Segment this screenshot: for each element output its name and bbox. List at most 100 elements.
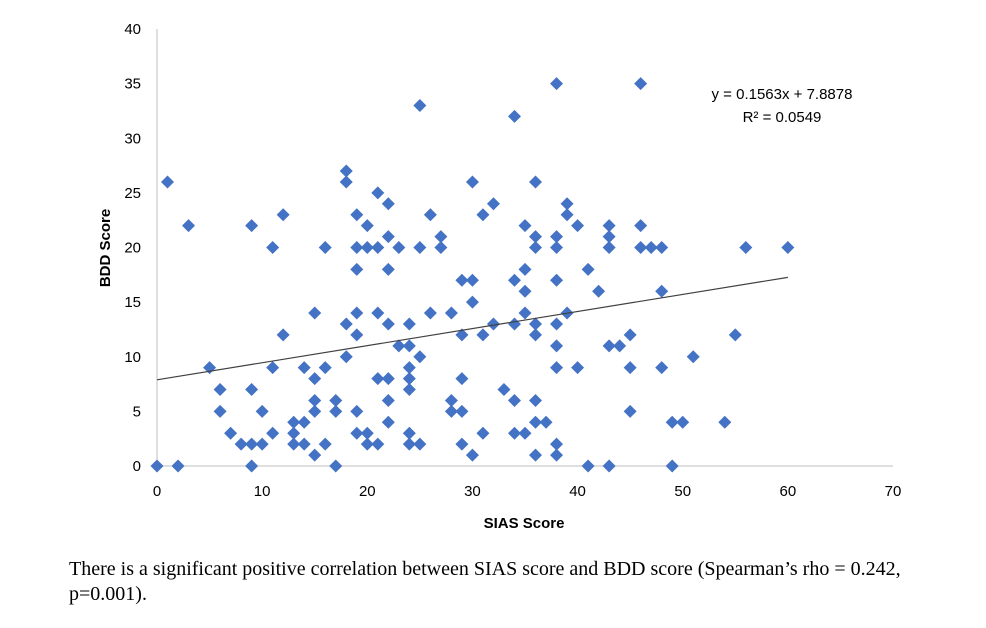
data-point [213,383,227,397]
data-point [402,383,416,397]
x-tick-label: 30 [464,483,481,500]
data-point [392,241,406,254]
scatter-chart: 0 10 20 30 40 50 60 70 0 5 10 15 20 25 30 35 40 SIAS Sco… [97,21,902,532]
data-point [665,415,679,429]
data-point [360,241,374,254]
data-point [507,109,521,123]
data-point [465,295,479,309]
data-point [602,219,616,233]
data-point [634,77,648,91]
x-axis-title: SIAS Score [484,515,565,532]
data-point [308,393,322,407]
data-point [392,339,406,353]
data-point [571,219,585,233]
data-point [444,393,458,407]
data-point [444,306,458,320]
chart-caption: There is a significant positive correlat… [69,558,901,605]
data-point [455,437,469,451]
data-point [550,437,564,451]
data-point [634,219,648,233]
data-point [318,241,332,254]
trendline-r2: R² = 0.0549 [743,109,822,126]
data-point [550,241,564,254]
data-point [676,415,690,429]
data-point [634,241,648,254]
data-point [350,241,364,254]
data-point [213,404,227,418]
data-point [308,306,322,320]
data-point [266,361,280,375]
data-point [413,241,427,254]
data-point [455,404,469,418]
data-point [381,262,395,276]
data-point [297,415,311,429]
data-point [381,415,395,429]
data-point [623,404,637,418]
data-point [444,404,458,418]
data-point [423,208,437,222]
data-point [287,415,301,429]
data-point [739,241,753,254]
data-point [486,317,500,331]
data-point [287,426,301,440]
y-tick-label: 10 [124,349,141,366]
data-point [350,208,364,222]
data-point [287,437,301,451]
data-point [371,372,385,386]
data-point [255,404,269,418]
data-point [329,459,343,473]
data-point [350,306,364,320]
data-point [529,175,543,189]
data-point [318,437,332,451]
data-point [182,219,196,233]
data-point [255,437,269,451]
data-point [434,230,448,244]
y-tick-label: 25 [124,185,141,202]
data-point [507,273,521,287]
x-tick-label: 70 [885,483,902,500]
data-point [318,361,332,375]
y-tick-label: 30 [124,130,141,147]
data-point [476,328,490,342]
data-point [465,448,479,462]
data-point [581,262,595,276]
data-point [350,426,364,440]
data-point [550,230,564,244]
x-tick-label: 40 [569,483,586,500]
data-point [560,208,574,222]
data-point [350,262,364,276]
data-point [413,98,427,112]
data-point [402,361,416,375]
data-point [655,361,669,375]
data-point [381,197,395,211]
data-point [465,273,479,287]
x-tick-label: 10 [254,483,271,500]
data-point [434,241,448,254]
data-point [644,241,658,254]
data-point [529,328,543,342]
data-point [476,426,490,440]
data-point [623,328,637,342]
data-point [718,415,732,429]
data-point [297,361,311,375]
data-point [350,328,364,342]
data-points [150,77,795,473]
data-point [529,393,543,407]
data-point [465,175,479,189]
data-point [455,372,469,386]
data-point [507,317,521,331]
x-tick-label: 20 [359,483,376,500]
data-point [602,230,616,244]
data-point [161,175,175,189]
axes [156,29,893,467]
data-point [381,230,395,244]
x-tick-label: 60 [780,483,797,500]
data-point [655,241,669,254]
data-point [507,426,521,440]
data-point [339,175,353,189]
data-point [234,437,248,451]
data-point [728,328,742,342]
data-point [266,426,280,440]
data-point [539,415,553,429]
data-point [402,426,416,440]
